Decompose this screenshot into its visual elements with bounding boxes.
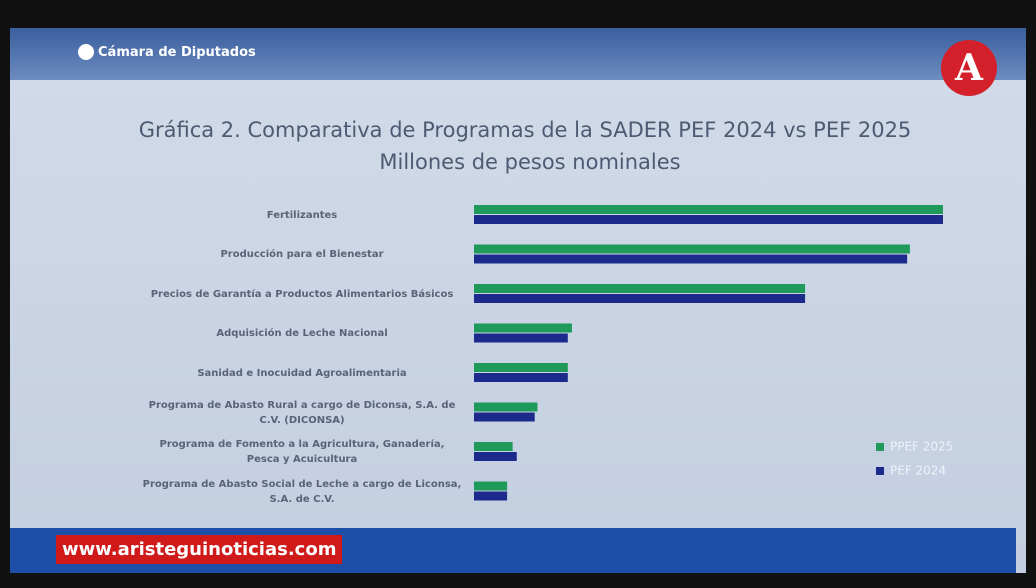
category-label: Programa de Fomento a la Agricultura, Ga… xyxy=(142,437,462,467)
chart-title: Gráfica 2. Comparativa de Programas de l… xyxy=(139,118,912,142)
screen: Cámara de Diputados www.aristeguinoticia… xyxy=(0,0,1036,588)
bar xyxy=(474,324,572,333)
bar xyxy=(474,452,517,461)
bar xyxy=(474,403,537,412)
bar xyxy=(474,442,513,451)
bar xyxy=(474,334,568,343)
bar xyxy=(474,284,805,293)
bar xyxy=(474,492,507,501)
legend-label: PEF 2024 xyxy=(890,464,946,478)
bar xyxy=(474,255,907,264)
category-label: Fertilizantes xyxy=(142,208,462,223)
category-label: Adquisición de Leche Nacional xyxy=(142,326,462,341)
legend-swatch xyxy=(876,443,884,451)
bar xyxy=(474,373,568,382)
legend-label: PPEF 2025 xyxy=(890,440,953,454)
bar xyxy=(474,245,910,254)
category-label: Programa de Abasto Social de Leche a car… xyxy=(142,477,462,507)
category-label: Precios de Garantía a Productos Alimenta… xyxy=(142,287,462,302)
bar xyxy=(474,215,943,224)
category-label: Programa de Abasto Rural a cargo de Dico… xyxy=(142,398,462,428)
bar xyxy=(474,363,568,372)
bar xyxy=(474,482,507,491)
category-label: Producción para el Bienestar xyxy=(142,247,462,262)
legend-swatch xyxy=(876,467,884,475)
bar xyxy=(474,413,535,422)
bar xyxy=(474,294,805,303)
chart-subtitle: Millones de pesos nominales xyxy=(379,150,680,174)
bar xyxy=(474,205,943,214)
page: Cámara de Diputados www.aristeguinoticia… xyxy=(0,0,1036,588)
category-label: Sanidad e Inocuidad Agroalimentaria xyxy=(142,366,462,381)
